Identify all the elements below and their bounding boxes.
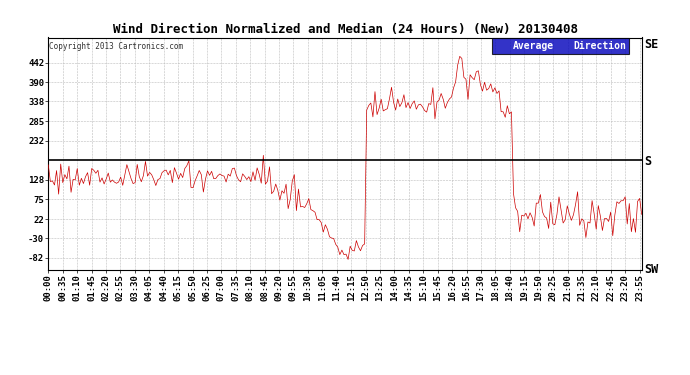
Title: Wind Direction Normalized and Median (24 Hours) (New) 20130408: Wind Direction Normalized and Median (24… bbox=[112, 23, 578, 36]
Text: Copyright 2013 Cartronics.com: Copyright 2013 Cartronics.com bbox=[50, 42, 184, 51]
Legend: Average, Direction: Average, Direction bbox=[492, 39, 629, 54]
